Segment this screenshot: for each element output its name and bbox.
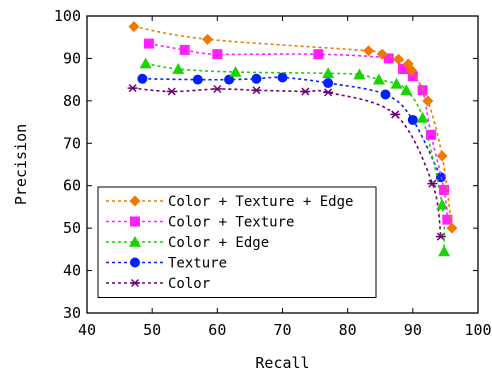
data-point [179, 44, 190, 55]
data-point [202, 33, 214, 45]
series-0 [128, 21, 458, 234]
data-point [407, 71, 418, 82]
data-point [400, 84, 413, 96]
data-point [166, 87, 177, 96]
series-layer [127, 21, 458, 257]
axes: 40 50 60 70 80 90 10030405060708090100RecallPr… [12, 7, 492, 372]
data-point [323, 88, 334, 97]
data-point [390, 110, 401, 119]
data-point [229, 66, 242, 77]
data-point [407, 114, 418, 125]
series-3 [137, 72, 446, 183]
data-point [446, 222, 458, 234]
series-line [132, 87, 442, 237]
data-point [192, 74, 203, 85]
data-point [139, 57, 152, 69]
data-point [251, 73, 262, 84]
y-tick-label: 100 [54, 7, 81, 25]
data-point [438, 245, 451, 257]
data-point [128, 21, 140, 33]
data-point [277, 72, 288, 83]
data-point [442, 214, 453, 225]
data-point [313, 49, 324, 60]
legend-label: Color [168, 276, 210, 292]
y-tick-label: 90 [63, 49, 81, 67]
series-4 [127, 84, 446, 241]
x-tick-label: 90 [404, 321, 422, 339]
legend-label: Color + Edge [168, 235, 269, 251]
data-point [372, 73, 385, 85]
x-tick-label: 50 [143, 321, 161, 339]
x-tick-label: 60 [208, 321, 226, 339]
data-point [300, 87, 311, 96]
data-point [363, 45, 375, 57]
legend-item: Color + Edge [106, 235, 269, 251]
legend-item: Color + Texture [106, 215, 294, 231]
y-tick-label: 30 [63, 304, 81, 322]
x-tick-label: 80 [339, 321, 357, 339]
data-point [426, 129, 437, 140]
legend-marker [130, 257, 140, 268]
y-tick-label: 40 [63, 262, 81, 280]
data-point [323, 78, 334, 89]
data-point [439, 184, 450, 195]
data-point [380, 89, 391, 100]
data-point [416, 111, 429, 123]
data-point [398, 64, 409, 75]
x-tick-label: 100 [464, 321, 491, 339]
x-tick-label: 40 [78, 321, 96, 339]
data-point [212, 49, 223, 60]
data-point [212, 84, 223, 94]
data-point [390, 77, 403, 89]
data-point [376, 48, 388, 60]
legend-marker [129, 195, 141, 207]
data-point [251, 86, 262, 95]
y-tick-label: 80 [63, 92, 81, 110]
data-point [353, 68, 366, 80]
data-point [435, 232, 446, 241]
data-point [436, 150, 448, 162]
y-tick-label: 50 [63, 219, 81, 237]
legend-label: Texture [168, 256, 227, 272]
data-point [422, 95, 434, 107]
x-tick-label: 70 [273, 321, 291, 339]
data-point [436, 198, 449, 210]
data-point [127, 84, 138, 93]
data-point [406, 64, 418, 76]
legend-item: Color + Texture + Edge [106, 194, 353, 210]
legend-label: Color + Texture [168, 215, 294, 231]
legend-marker [130, 278, 140, 288]
x-axis-title: Recall [255, 354, 309, 372]
y-axis-title: Precision [12, 124, 30, 205]
legend-marker [129, 236, 141, 247]
data-point [427, 179, 438, 188]
data-point [137, 73, 148, 84]
legend-marker [130, 216, 140, 227]
legend-item: Color [106, 276, 210, 292]
legend: Color + Texture + Edge Color + Texture Col… [97, 186, 377, 298]
y-tick-label: 70 [63, 134, 81, 152]
data-point [383, 53, 394, 64]
data-point [224, 74, 235, 85]
series-2 [139, 57, 451, 257]
legend-item: Texture [106, 256, 227, 272]
data-point [172, 63, 185, 74]
y-tick-label: 60 [63, 177, 81, 195]
data-point [322, 67, 335, 79]
legend-label: Color + Texture + Edge [168, 194, 353, 210]
data-point [143, 38, 154, 49]
series-line [142, 76, 442, 178]
data-point [392, 53, 404, 65]
